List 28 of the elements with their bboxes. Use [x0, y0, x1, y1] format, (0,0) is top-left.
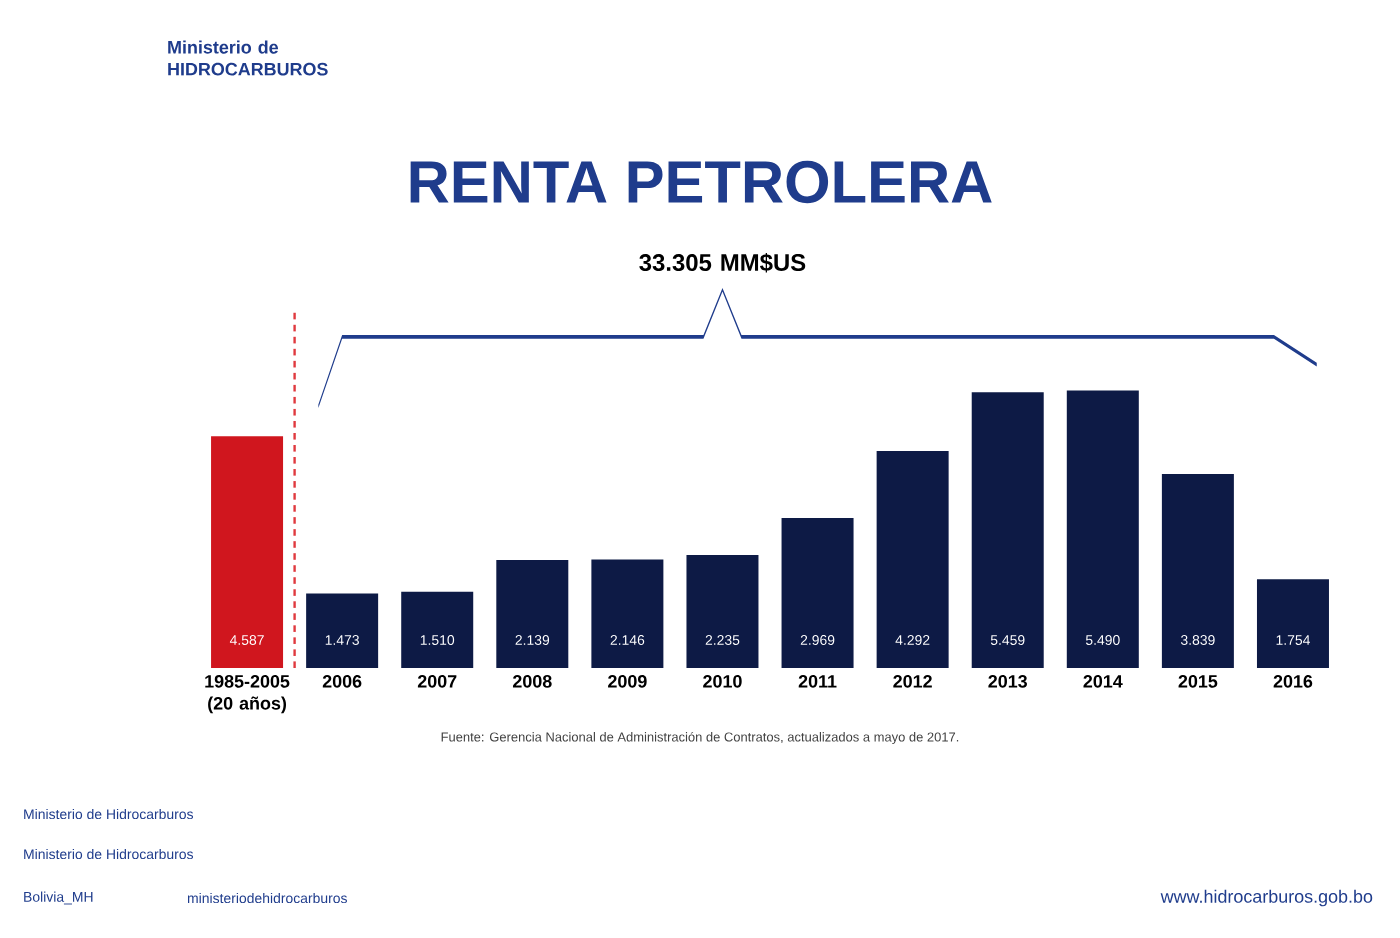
text: 33.305 MM$US	[639, 253, 806, 273]
x-tick-label: 2016	[1273, 675, 1313, 688]
bar	[1066, 390, 1139, 668]
bar	[1256, 579, 1329, 668]
x-tick-label: 2014	[1083, 675, 1123, 688]
bar	[496, 559, 569, 668]
bar	[401, 591, 474, 668]
x-tick-label: 2010	[703, 675, 742, 688]
x-tick-label: 2015	[1178, 675, 1218, 688]
bar	[971, 392, 1044, 668]
bar	[306, 593, 379, 668]
bar	[686, 555, 759, 668]
x-tick-label: 2007	[417, 675, 457, 688]
x-tick-label: 2008	[512, 675, 552, 688]
x-tick-label: 2006	[322, 675, 362, 688]
bar	[211, 436, 284, 668]
bar	[781, 517, 854, 668]
chart-title: RENTA PETROLERA	[410, 160, 992, 204]
x-tick-label: 2009	[608, 675, 647, 688]
bar	[1161, 474, 1234, 668]
x-tick-label: 1985-2005 (20 años)	[205, 675, 290, 714]
x-tick-label: 2013	[988, 675, 1027, 688]
bar	[591, 559, 664, 668]
x-tick-label: 2011	[798, 675, 837, 688]
bar	[876, 451, 949, 668]
text: www.hidrocarburos.gob.bo	[1160, 889, 1373, 907]
text: Ministerio de HIDROCARBUROS	[168, 40, 328, 76]
x-tick-label: 2012	[893, 675, 932, 688]
